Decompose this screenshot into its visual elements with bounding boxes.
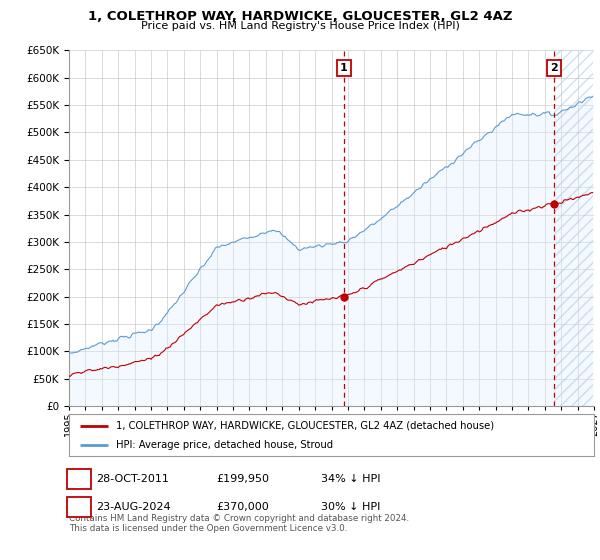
Text: 34% ↓ HPI: 34% ↓ HPI [321, 474, 380, 484]
Text: 28-OCT-2011: 28-OCT-2011 [96, 474, 169, 484]
Text: 2: 2 [550, 63, 558, 73]
Text: 2: 2 [75, 501, 83, 514]
Text: HPI: Average price, detached house, Stroud: HPI: Average price, detached house, Stro… [116, 440, 334, 450]
Text: £199,950: £199,950 [216, 474, 269, 484]
Text: 23-AUG-2024: 23-AUG-2024 [96, 502, 170, 512]
Text: 30% ↓ HPI: 30% ↓ HPI [321, 502, 380, 512]
Text: 1, COLETHROP WAY, HARDWICKE, GLOUCESTER, GL2 4AZ (detached house): 1, COLETHROP WAY, HARDWICKE, GLOUCESTER,… [116, 421, 494, 431]
Text: 1: 1 [75, 473, 83, 486]
Text: Contains HM Land Registry data © Crown copyright and database right 2024.
This d: Contains HM Land Registry data © Crown c… [69, 514, 409, 533]
Text: 1: 1 [340, 63, 347, 73]
Text: Price paid vs. HM Land Registry's House Price Index (HPI): Price paid vs. HM Land Registry's House … [140, 21, 460, 31]
Text: £370,000: £370,000 [216, 502, 269, 512]
Text: 1, COLETHROP WAY, HARDWICKE, GLOUCESTER, GL2 4AZ: 1, COLETHROP WAY, HARDWICKE, GLOUCESTER,… [88, 10, 512, 23]
